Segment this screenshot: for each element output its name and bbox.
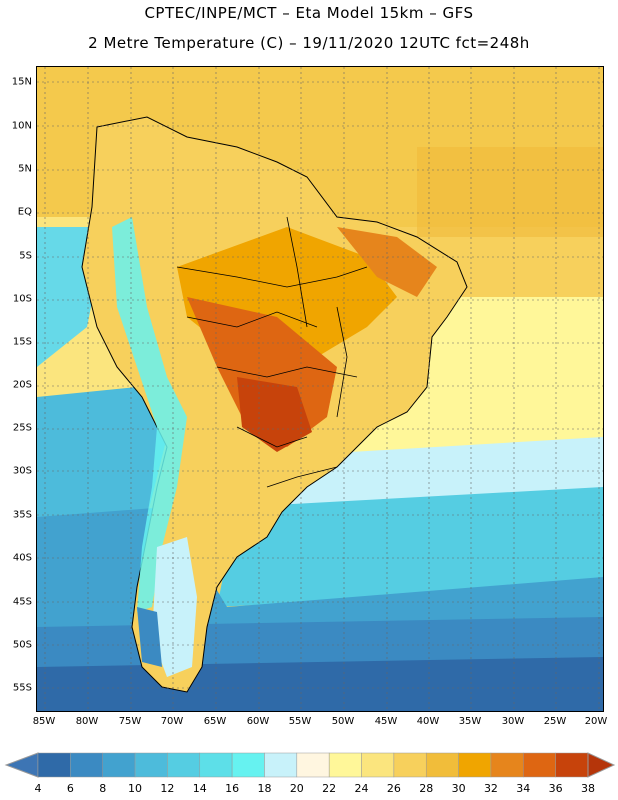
colorbar-tick-label: 12: [160, 782, 175, 795]
colorbar-bin: [490, 752, 524, 778]
lon-label-75w: 75W: [118, 716, 142, 727]
lon-label-70w: 70W: [160, 716, 184, 727]
colorbar-tick-label: 22: [322, 782, 337, 795]
lat-label-45s: 45S: [12, 596, 32, 608]
colorbar-tick-label: 10: [128, 782, 143, 795]
lat-label-eq: EQ: [17, 206, 32, 218]
colorbar-bin: [102, 752, 136, 778]
colorbar-tick-label: 8: [99, 782, 107, 795]
colorbar-tick-label: 32: [483, 782, 498, 795]
lat-label-10n: 10N: [11, 120, 32, 132]
colorbar-bin: [167, 752, 201, 778]
ocean-atlantic-warm: [417, 147, 603, 237]
colorbar-tick-label: 26: [386, 782, 401, 795]
lon-label-45w: 45W: [374, 716, 398, 727]
colorbar-tick-label: 36: [548, 782, 563, 795]
lon-label-55w: 55W: [288, 716, 312, 727]
lon-label-80w: 80W: [75, 716, 99, 727]
lon-label-25w: 25W: [543, 716, 567, 727]
chart-title-source: CPTEC/INPE/MCT – Eta Model 15km – GFS: [144, 4, 474, 22]
colorbar-bin: [458, 752, 492, 778]
graticule: [37, 67, 603, 711]
lat-label-50s: 50S: [12, 639, 32, 651]
colorbar-tick-label: 4: [34, 782, 42, 795]
lon-label-60w: 60W: [246, 716, 270, 727]
colorbar-bin: [555, 752, 589, 778]
lat-label-25s: 25S: [12, 422, 32, 434]
colorbar-tick-label: 14: [192, 782, 207, 795]
colorbar-bin: [361, 752, 395, 778]
colorbar-bin: [231, 752, 265, 778]
lat-label-15s: 15S: [12, 336, 32, 348]
andes-cool-strip: [112, 217, 187, 612]
chart-title-variable: 2 Metre Temperature (C) – 19/11/2020 12U…: [88, 34, 530, 52]
colorbar-tick-label: 30: [451, 782, 466, 795]
colorbar-tick-label: 6: [66, 782, 74, 795]
colorbar-bin: [37, 752, 71, 778]
colorbar-bin: [328, 752, 362, 778]
lat-label-10s: 10S: [12, 293, 32, 305]
lon-label-50w: 50W: [331, 716, 355, 727]
temperature-map: [36, 66, 604, 712]
colorbar-bin: [199, 752, 233, 778]
lat-label-35s: 35S: [12, 509, 32, 521]
colorbar-tick-label: 28: [419, 782, 434, 795]
colorbar-tick-label: 24: [354, 782, 369, 795]
patagonia-cool: [152, 537, 197, 677]
colorbar-bin: [296, 752, 330, 778]
colorbar-tick-label: 18: [257, 782, 272, 795]
lat-label-55s: 55S: [12, 682, 32, 694]
lon-label-35w: 35W: [458, 716, 482, 727]
lat-label-5n: 5N: [18, 163, 32, 175]
lon-label-40w: 40W: [416, 716, 440, 727]
colorbar-tick-label: 34: [516, 782, 531, 795]
lat-label-15n: 15N: [11, 76, 32, 88]
colorbar-tick-label: 20: [289, 782, 304, 795]
colorbar-tick-label: 38: [581, 782, 595, 795]
lat-label-5s: 5S: [19, 250, 32, 262]
colorbar-tick-label: 16: [225, 782, 240, 795]
lon-label-30w: 30W: [501, 716, 525, 727]
lat-label-40s: 40S: [12, 552, 32, 564]
colorbar-bin: [523, 752, 556, 778]
lon-label-85w: 85W: [32, 716, 56, 727]
colorbar-bin: [425, 752, 459, 778]
colorbar-arrow-low: [4, 752, 39, 778]
temperature-colorbar: [4, 752, 616, 778]
country-borders: [176, 216, 368, 488]
lat-label-20s: 20S: [12, 379, 32, 391]
colorbar-bin: [393, 752, 427, 778]
ocean-south-cool: [217, 487, 603, 607]
map-canvas: [37, 67, 603, 711]
colorbar-arrow-high: [587, 752, 616, 778]
southern-andes-cold: [137, 607, 162, 667]
chaco-extreme-zone: [237, 377, 312, 452]
colorbar-bin: [70, 752, 103, 778]
colorbar-bin: [264, 752, 298, 778]
colorbar-bin: [134, 752, 168, 778]
ocean-pacific-cool: [37, 387, 167, 527]
lon-label-65w: 65W: [203, 716, 227, 727]
lon-label-20w: 20W: [584, 716, 608, 727]
lat-label-30s: 30S: [12, 465, 32, 477]
